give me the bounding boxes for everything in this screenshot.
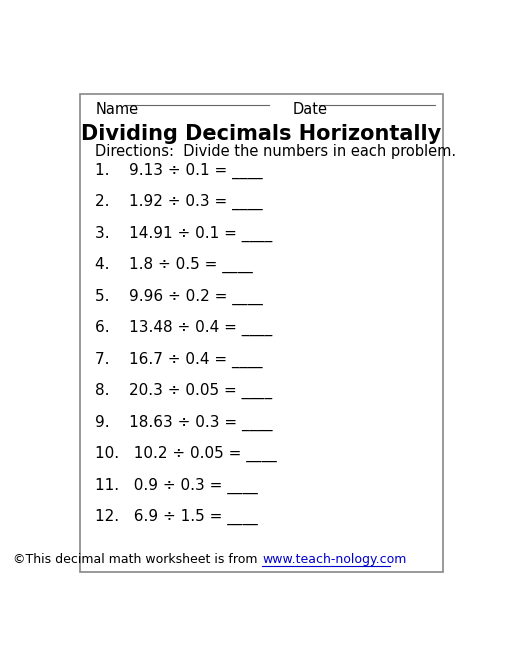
- Text: 5.    9.96 ÷ 0.2 = ____: 5. 9.96 ÷ 0.2 = ____: [95, 288, 263, 305]
- Text: Name: Name: [95, 102, 138, 117]
- FancyBboxPatch shape: [79, 94, 442, 572]
- Text: 2.    1.92 ÷ 0.3 = ____: 2. 1.92 ÷ 0.3 = ____: [95, 194, 263, 211]
- Text: 3.    14.91 ÷ 0.1 = ____: 3. 14.91 ÷ 0.1 = ____: [95, 226, 272, 242]
- Text: www.teach-nology.com: www.teach-nology.com: [262, 553, 406, 566]
- Text: 6.    13.48 ÷ 0.4 = ____: 6. 13.48 ÷ 0.4 = ____: [95, 320, 272, 337]
- Text: 11.   0.9 ÷ 0.3 = ____: 11. 0.9 ÷ 0.3 = ____: [95, 478, 258, 494]
- Text: 12.   6.9 ÷ 1.5 = ____: 12. 6.9 ÷ 1.5 = ____: [95, 509, 258, 525]
- Text: 9.    18.63 ÷ 0.3 = ____: 9. 18.63 ÷ 0.3 = ____: [95, 414, 272, 431]
- Text: ©This decimal math worksheet is from: ©This decimal math worksheet is from: [13, 553, 261, 566]
- Text: 10.   10.2 ÷ 0.05 = ____: 10. 10.2 ÷ 0.05 = ____: [95, 446, 276, 462]
- Text: 4.    1.8 ÷ 0.5 = ____: 4. 1.8 ÷ 0.5 = ____: [95, 257, 252, 273]
- Text: 1.    9.13 ÷ 0.1 = ____: 1. 9.13 ÷ 0.1 = ____: [95, 162, 263, 179]
- Text: 8.    20.3 ÷ 0.05 = ____: 8. 20.3 ÷ 0.05 = ____: [95, 383, 272, 399]
- Text: Directions:  Divide the numbers in each problem.: Directions: Divide the numbers in each p…: [95, 145, 456, 159]
- Text: 7.    16.7 ÷ 0.4 = ____: 7. 16.7 ÷ 0.4 = ____: [95, 352, 262, 368]
- Text: Dividing Decimals Horizontally: Dividing Decimals Horizontally: [81, 124, 441, 144]
- Text: Date: Date: [292, 102, 327, 117]
